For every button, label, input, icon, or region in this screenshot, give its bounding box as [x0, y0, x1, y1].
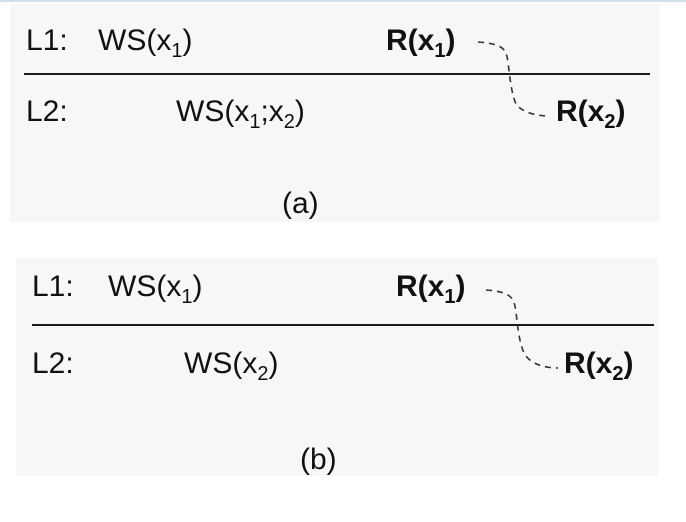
read-l1-a: R(x1) [386, 24, 456, 62]
level-separator-a [24, 73, 650, 75]
level-label-l1-b: L1: [32, 270, 74, 303]
level-label-l1-a: L1: [26, 24, 68, 57]
ws-l1-a: WS(x1) [98, 24, 193, 62]
level-label-l2-a: L2: [26, 95, 68, 128]
diagram-panel-a [10, 4, 660, 222]
read-l2-a: R(x2) [556, 95, 626, 133]
caption-b: (b) [300, 443, 337, 476]
level-separator-b [32, 324, 654, 326]
top-border [0, 0, 686, 2]
read-l1-b: R(x1) [396, 270, 466, 308]
read-l2-b: R(x2) [564, 347, 634, 385]
caption-a: (a) [282, 187, 319, 220]
ws-l2-b: WS(x2) [184, 347, 279, 385]
ws-l1-b: WS(x1) [108, 270, 203, 308]
level-label-l2-b: L2: [32, 347, 74, 380]
ws-l2-a: WS(x1;x2) [176, 95, 305, 133]
